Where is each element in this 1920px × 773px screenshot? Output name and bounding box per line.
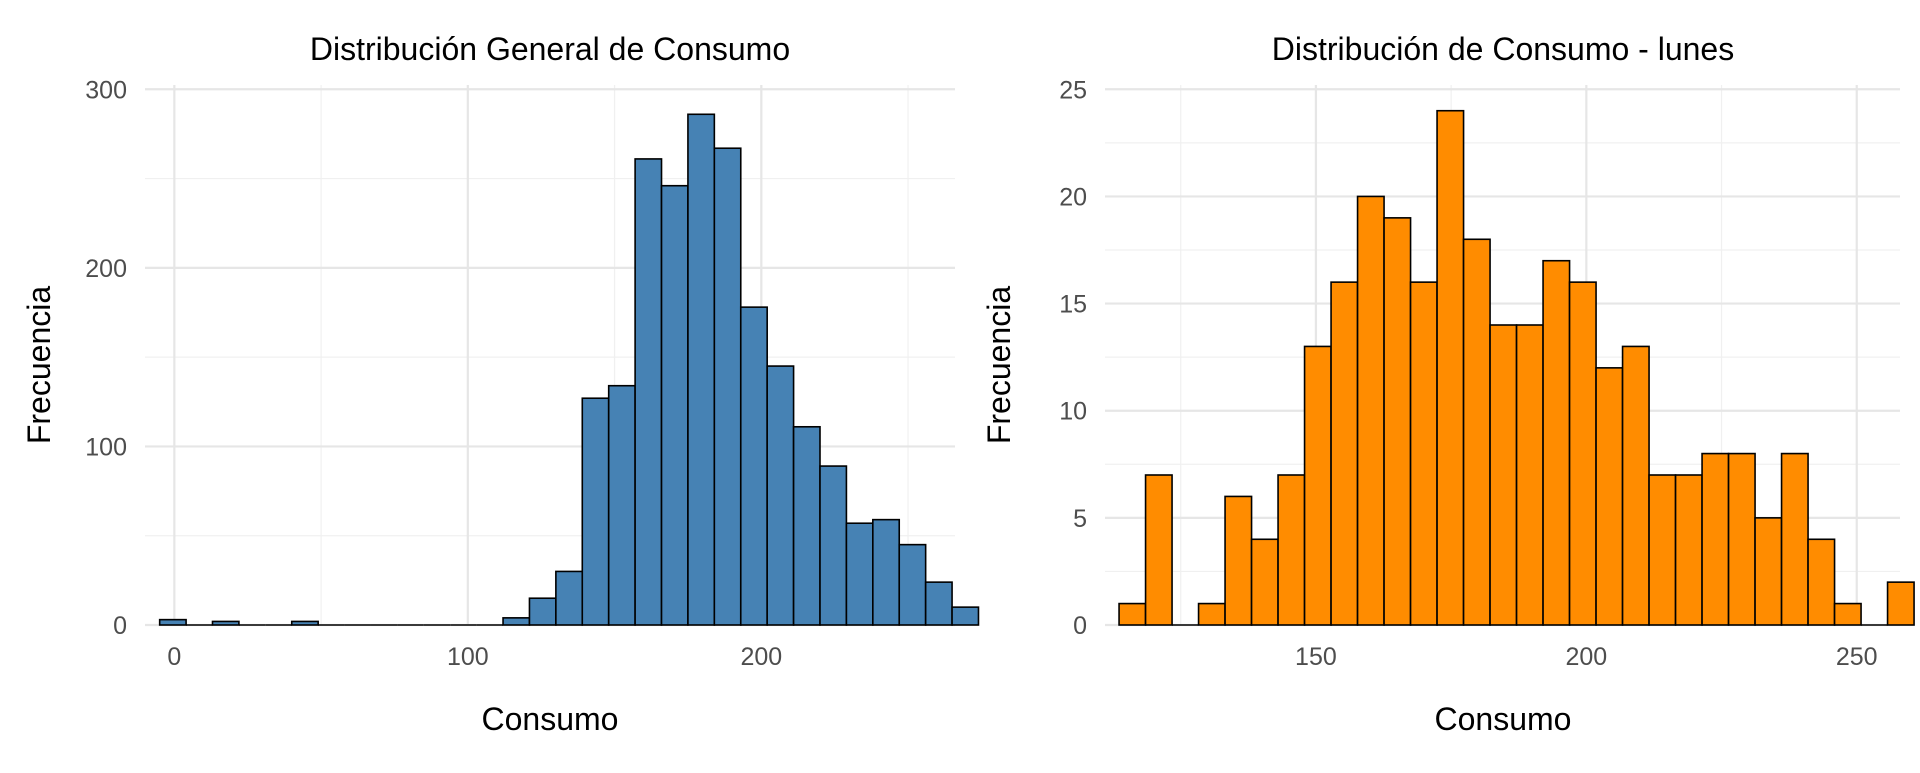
x-tick-label: 200 (740, 643, 782, 671)
histogram-bar (634, 158, 663, 626)
histogram-bar (687, 113, 716, 626)
y-tick-label: 200 (85, 255, 127, 283)
histogram-bar (1674, 474, 1703, 626)
y-axis-label: Frecuencia (981, 286, 1017, 445)
histogram-bar (1409, 281, 1438, 626)
y-tick-label: 5 (1073, 505, 1087, 533)
histogram-bar (1277, 474, 1306, 626)
histogram-bar (1833, 602, 1862, 626)
histogram-bar (1436, 109, 1465, 626)
histogram-bar (1515, 324, 1544, 626)
histogram-bar (951, 606, 980, 626)
histogram-bar (1754, 517, 1783, 626)
histogram-bar (1780, 452, 1809, 626)
histogram-bar (1383, 217, 1412, 626)
histogram-bar (898, 543, 927, 626)
histogram-bar (528, 597, 557, 626)
chart-lunes: 0 5 10 15 20 25 150 200 250 Distribución de Consu… (981, 31, 1915, 737)
histogram-bar (1462, 238, 1491, 626)
histogram-bar (1330, 281, 1359, 626)
x-axis-label: Consumo (482, 701, 619, 737)
histogram-bar (819, 465, 848, 626)
histogram-bar (1595, 367, 1624, 626)
histogram-bar (555, 570, 584, 626)
histogram-bar (766, 365, 795, 626)
histogram-bar (924, 581, 953, 626)
histogram-bar (1621, 345, 1650, 626)
histogram-bar (1356, 195, 1385, 626)
x-tick-label: 200 (1565, 643, 1607, 671)
chart-title: Distribución de Consumo - lunes (1272, 31, 1734, 67)
histogram-bar (1144, 474, 1173, 626)
histogram-bar (1303, 345, 1332, 626)
histogram-bar (1568, 281, 1597, 626)
y-tick-label: 100 (85, 433, 127, 461)
y-tick-label: 20 (1059, 183, 1087, 211)
histogram-bar (211, 620, 240, 626)
y-tick-label: 10 (1059, 398, 1087, 426)
x-axis-label: Consumo (1435, 701, 1572, 737)
histogram-bar (1197, 602, 1226, 626)
histogram-bar (1648, 474, 1677, 626)
chart-general: 0 100 200 300 0 100 200 Distribución General de… (21, 31, 980, 737)
histogram-bar (1542, 259, 1571, 626)
chart-title: Distribución General de Consumo (310, 31, 790, 67)
histogram-bar (1727, 452, 1756, 626)
histogram-bar (1224, 495, 1253, 626)
y-tick-label: 15 (1059, 291, 1087, 319)
histogram-bar (502, 617, 531, 626)
y-tick-label: 0 (113, 612, 127, 640)
histogram-bar (158, 618, 187, 626)
y-tick-label: 0 (1073, 612, 1087, 640)
histogram-bar (1118, 602, 1147, 626)
x-tick-label: 100 (447, 643, 489, 671)
histogram-bar (1701, 452, 1730, 626)
x-tick-label: 150 (1295, 643, 1337, 671)
x-tick-label: 0 (167, 643, 181, 671)
histogram-bar (607, 384, 636, 626)
histogram-bar (872, 518, 901, 626)
histogram-bar (660, 184, 689, 626)
x-tick-label: 250 (1836, 643, 1878, 671)
histogram-bar (1807, 538, 1836, 626)
histogram-bar (290, 620, 319, 626)
histogram-bar (581, 397, 610, 626)
histogram-bar (1250, 538, 1279, 626)
y-tick-label: 300 (85, 76, 127, 104)
histogram-bar (1489, 324, 1518, 626)
y-tick-label: 25 (1059, 76, 1087, 104)
histogram-bar (845, 522, 874, 626)
histogram-bar (739, 306, 768, 626)
histogram-bar (1886, 581, 1915, 626)
histogram-bar (713, 147, 742, 626)
y-axis-label: Frecuencia (21, 286, 57, 445)
histogram-bar (792, 425, 821, 626)
